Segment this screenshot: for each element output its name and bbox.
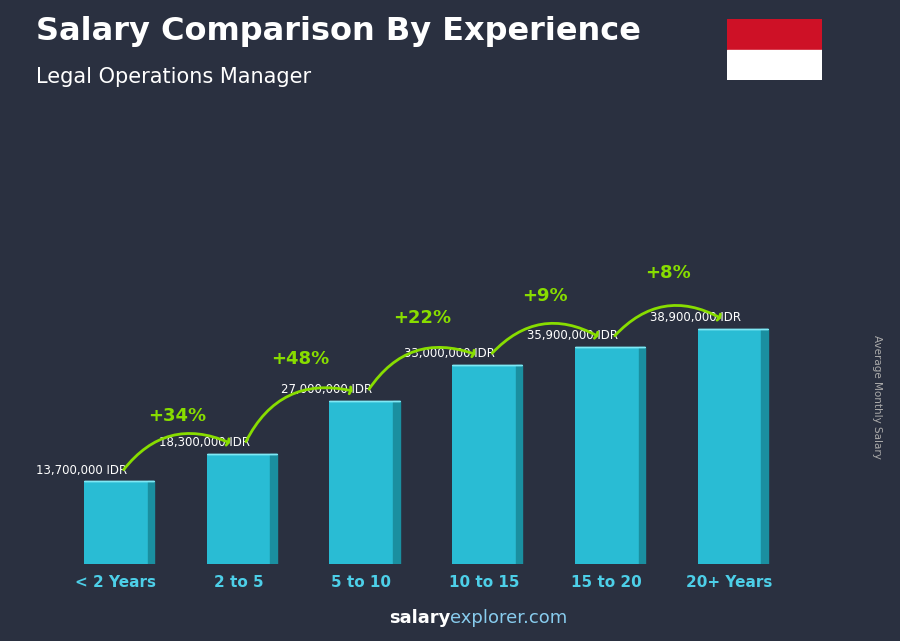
Polygon shape	[761, 329, 768, 564]
Bar	[452, 365, 516, 564]
Text: 38,900,000 IDR: 38,900,000 IDR	[650, 312, 741, 324]
Bar	[329, 401, 393, 564]
Bar	[727, 19, 822, 50]
Polygon shape	[393, 401, 400, 564]
Bar	[84, 481, 148, 564]
Text: Legal Operations Manager: Legal Operations Manager	[36, 67, 311, 87]
Text: +34%: +34%	[148, 407, 206, 426]
Text: +22%: +22%	[393, 309, 452, 327]
Text: 13,700,000 IDR: 13,700,000 IDR	[36, 463, 127, 477]
Text: +9%: +9%	[523, 287, 568, 305]
Polygon shape	[148, 481, 154, 564]
Text: 18,300,000 IDR: 18,300,000 IDR	[158, 436, 249, 449]
Text: salary: salary	[389, 609, 450, 627]
Polygon shape	[516, 365, 522, 564]
Text: Salary Comparison By Experience: Salary Comparison By Experience	[36, 16, 641, 47]
Bar	[575, 347, 639, 564]
Text: Average Monthly Salary: Average Monthly Salary	[872, 335, 883, 460]
Text: +48%: +48%	[271, 350, 329, 368]
Text: 27,000,000 IDR: 27,000,000 IDR	[282, 383, 373, 396]
Text: 33,000,000 IDR: 33,000,000 IDR	[404, 347, 495, 360]
Text: +8%: +8%	[645, 264, 691, 282]
Bar	[727, 50, 822, 80]
Polygon shape	[271, 454, 277, 564]
Text: explorer.com: explorer.com	[450, 609, 567, 627]
Bar	[207, 454, 271, 564]
Polygon shape	[639, 347, 645, 564]
Text: 35,900,000 IDR: 35,900,000 IDR	[526, 329, 618, 342]
Bar	[698, 329, 761, 564]
